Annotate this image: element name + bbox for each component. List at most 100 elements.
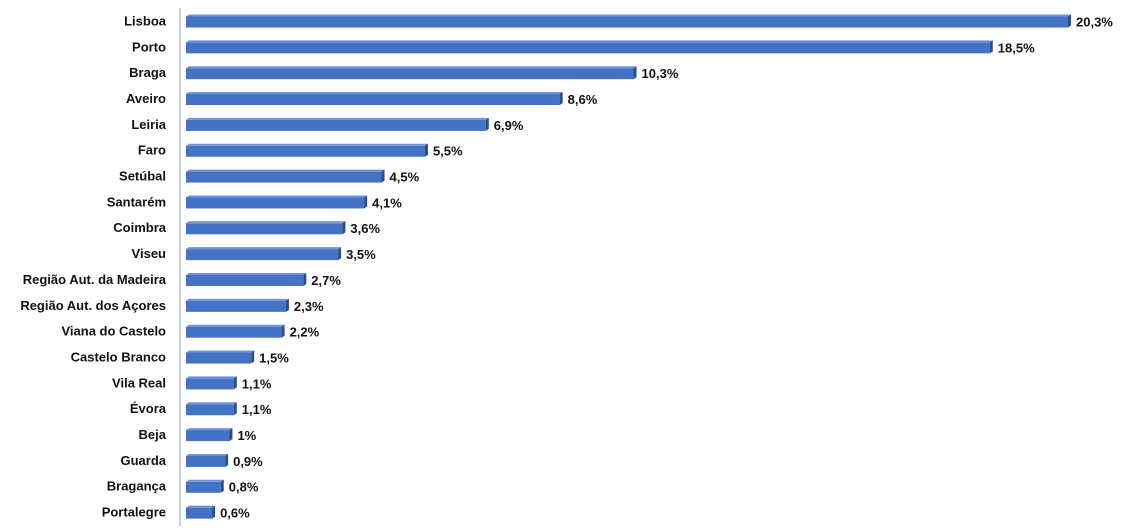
- bar-face: [186, 481, 221, 493]
- data-label: 0,8%: [229, 480, 259, 495]
- bar-face: [186, 145, 425, 157]
- data-label: 1,1%: [242, 376, 272, 391]
- bar: [186, 376, 237, 390]
- bar: [186, 453, 229, 467]
- bar-face: [364, 195, 368, 209]
- data-label: 8,6%: [568, 92, 598, 107]
- data-label: 5,5%: [433, 144, 463, 159]
- y-tick-label: Leiria: [131, 117, 166, 132]
- bar-face: [186, 376, 237, 379]
- bar: [186, 479, 224, 493]
- bar: [186, 117, 489, 131]
- bar: [186, 143, 428, 157]
- bar-face: [989, 40, 993, 54]
- data-label: 10,3%: [642, 66, 679, 81]
- y-tick-label: Região Aut. dos Açores: [20, 298, 166, 313]
- bar-face: [381, 169, 385, 183]
- data-label: 6,9%: [494, 118, 524, 133]
- y-tick-label: Faro: [138, 143, 166, 158]
- bar: [186, 247, 342, 261]
- bar-face: [186, 117, 489, 120]
- bar-face: [186, 505, 216, 508]
- bar-face: [186, 119, 486, 131]
- bar-face: [186, 298, 289, 301]
- bar-face: [338, 247, 342, 261]
- y-tick-label: Coimbra: [113, 220, 167, 235]
- y-tick-label: Castelo Branco: [71, 349, 166, 364]
- bar: [186, 66, 637, 80]
- bar-face: [186, 479, 224, 482]
- bar-face: [233, 376, 237, 390]
- y-tick-label: Santarém: [107, 194, 166, 209]
- bar-face: [186, 350, 255, 353]
- bar-face: [186, 275, 304, 286]
- bar-face: [559, 92, 563, 106]
- bar-face: [186, 249, 339, 261]
- bar-face: [186, 300, 286, 312]
- data-label: 0,6%: [220, 506, 250, 521]
- bar-face: [186, 402, 237, 405]
- bar: [186, 350, 255, 364]
- bar-face: [186, 92, 563, 95]
- bar-face: [186, 404, 234, 416]
- data-label: 1,1%: [242, 402, 272, 417]
- bar-face: [186, 40, 993, 43]
- bar: [186, 40, 993, 54]
- bar-face: [186, 247, 342, 250]
- bar-face: [186, 195, 368, 198]
- y-tick-label: Região Aut. da Madeira: [23, 272, 167, 287]
- bar-face: [281, 324, 285, 338]
- bar-face: [285, 298, 289, 312]
- y-tick-label: Lisboa: [124, 13, 167, 28]
- y-tick-label: Viana do Castelo: [61, 324, 166, 339]
- bar-face: [186, 273, 307, 275]
- bar-face: [186, 324, 285, 327]
- bar-face: [186, 507, 213, 519]
- y-tick-label: Porto: [132, 39, 166, 54]
- bar-face: [186, 171, 382, 183]
- bar: [186, 195, 368, 209]
- bar: [186, 221, 346, 235]
- data-label: 3,5%: [346, 247, 376, 262]
- data-label: 4,5%: [390, 170, 420, 185]
- bar-face: [186, 197, 365, 209]
- bar: [186, 14, 1071, 28]
- y-tick-label: Beja: [139, 427, 167, 442]
- bar-face: [186, 68, 634, 80]
- y-tick-label: Portalegre: [102, 505, 166, 520]
- bar-face: [424, 143, 428, 157]
- bar-face: [233, 402, 237, 416]
- y-tick-label: Vila Real: [112, 375, 166, 390]
- data-label: 0,9%: [233, 454, 263, 469]
- bar-face: [186, 455, 226, 467]
- y-tick-label: Setúbal: [119, 169, 166, 184]
- bar-face: [186, 428, 233, 431]
- y-tick-label: Braga: [129, 65, 167, 80]
- bar-face: [186, 143, 428, 146]
- bar-face: [212, 505, 216, 519]
- bar-face: [220, 479, 224, 493]
- y-tick-label: Viseu: [132, 246, 167, 261]
- bar-face: [186, 66, 637, 69]
- bar-face: [186, 223, 343, 235]
- bar-face: [186, 94, 560, 106]
- y-tick-label: Évora: [130, 401, 167, 416]
- bar-face: [186, 221, 346, 224]
- bar: [186, 505, 216, 519]
- bar-face: [186, 430, 230, 442]
- bar-face: [633, 66, 637, 80]
- bar-face: [186, 42, 990, 54]
- data-label: 1,5%: [259, 350, 289, 365]
- bar-face: [186, 453, 229, 456]
- bar-face: [186, 352, 252, 364]
- bar-face: [251, 350, 255, 364]
- bar-face: [186, 16, 1068, 28]
- bar: [186, 92, 563, 106]
- bar: [186, 402, 237, 416]
- bar-face: [186, 14, 1071, 17]
- bar-face: [225, 453, 229, 467]
- data-label: 2,7%: [311, 273, 341, 288]
- bar: [186, 169, 385, 183]
- data-label: 2,3%: [294, 299, 324, 314]
